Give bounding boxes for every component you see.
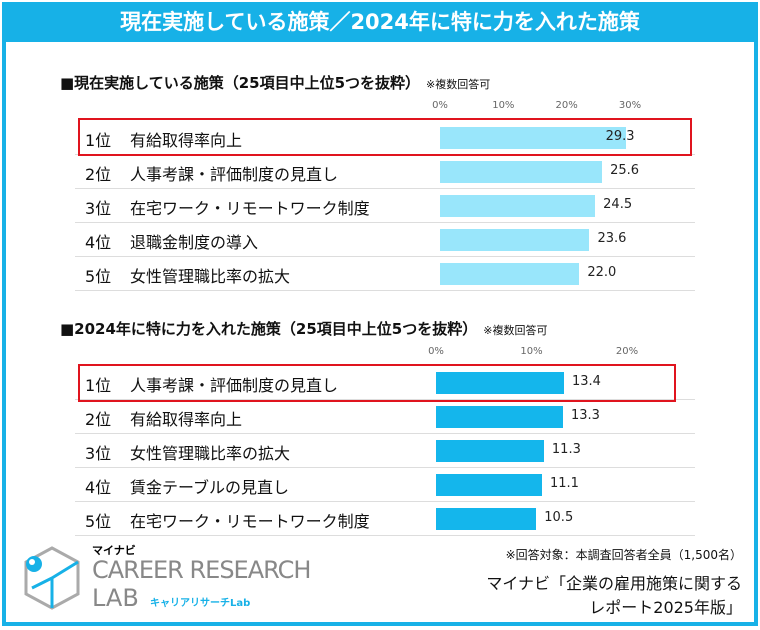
category-label: 有給取得率向上 [130,410,243,429]
respondents-note: ※回答対象：本調査回答者全員（1,500名） [505,548,742,562]
page-title: 現在実施している施策／2024年に特に力を入れた施策 [2,2,758,42]
highlight-box [78,118,692,156]
chart-title: ■2024年に特に力を入れた施策（25項目中上位5つを抜粋） ※複数回答可 [60,320,548,338]
tick-label: 10% [520,346,543,357]
logo-brand: マイナビ [92,544,136,557]
value-label: 25.6 [610,163,640,178]
logo-sub: キャリアリサーチLab [150,598,251,609]
multi-answer-note: ※複数回答可 [483,324,548,337]
logo: マイナビ CAREER RESEARCH LAB キャリアリサーチLab [22,540,322,620]
rank-label: 3位 [85,199,112,218]
value-label: 10.5 [544,510,574,525]
category-label: 在宅ワーク・リモートワーク制度 [130,512,370,531]
rank-label: 2位 [85,165,112,184]
category-label: 賃金テーブルの見直し [130,478,290,497]
bar-row: 2位 人事考課・評価制度の見直し 25.6 [75,155,695,189]
rank-label: 4位 [85,233,112,252]
rank-label: 1位 [85,376,112,395]
multi-answer-note: ※複数回答可 [426,78,491,91]
category-label: 人事考課・評価制度の見直し [130,376,339,395]
category-label: 女性管理職比率の拡大 [130,444,291,463]
value-label: 24.5 [603,197,633,212]
bar-row: 1位 有給取得率向上 29.3 [75,121,695,155]
tick-label: 30% [618,100,642,111]
bar-row: 5位 女性管理職比率の拡大 22.0 [75,257,695,291]
chart-title: ■現在実施している施策（25項目中上位5つを抜粋） ※複数回答可 [60,74,491,92]
tick-label: 20% [555,100,578,111]
bar-row: 4位 退職金制度の導入 23.6 [75,223,695,257]
tick-label: 20% [615,346,639,357]
tick-label: 0% [432,100,448,111]
value-label: 13.3 [571,408,600,423]
tick-label: 0% [428,346,444,357]
rank-label: 3位 [85,444,112,463]
bar [436,474,542,496]
logo-icon [24,546,80,610]
value-label: 11.1 [550,476,579,491]
rank-label: 1位 [85,131,112,150]
logo-name: CAREER RESEARCH [92,556,311,584]
bar [440,161,603,183]
category-label: 人事考課・評価制度の見直し [130,165,339,184]
category-label: 退職金制度の導入 [130,233,259,252]
category-label: 有給取得率向上 [130,131,243,150]
rank-label: 4位 [85,478,112,497]
bar-row: 2位 有給取得率向上 13.3 [75,400,695,434]
bar [436,440,544,462]
bar [436,372,564,394]
rank-label: 5位 [85,512,112,531]
value-label: 22.0 [587,265,617,280]
bar-row: 4位 賃金テーブルの見直し 11.1 [75,468,695,502]
highlight-box [78,364,676,402]
bar-row: 5位 在宅ワーク・リモートワーク制度 10.5 [75,502,695,536]
source-line-1: マイナビ「企業の雇用施策に関する [486,574,742,593]
bar-row: 3位 女性管理職比率の拡大 11.3 [75,434,695,468]
bar-row: 3位 在宅ワーク・リモートワーク制度 24.5 [75,189,695,223]
bar [440,229,590,251]
bar-row: 1位 人事考課・評価制度の見直し 13.4 [75,366,695,400]
rank-label: 2位 [85,410,112,429]
value-label: 11.3 [551,442,581,457]
value-label: 23.6 [597,231,627,246]
bar [436,508,537,530]
bar [436,406,563,428]
bar [440,263,580,285]
tick-label: 10% [492,100,515,111]
value-label: 13.4 [571,374,601,389]
rank-label: 5位 [85,267,112,286]
category-label: 女性管理職比率の拡大 [130,267,291,286]
logo-name-lab: LAB [92,584,139,612]
value-label: 29.3 [605,129,635,144]
category-label: 在宅ワーク・リモートワーク制度 [130,199,370,218]
bar [440,127,626,149]
source-line-2: レポート2025年版」 [589,598,742,617]
bar [440,195,596,217]
